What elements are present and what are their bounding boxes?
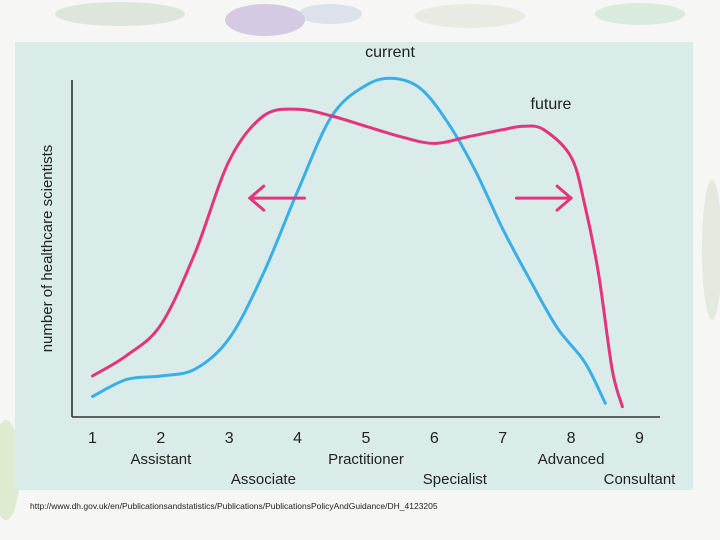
x-category-label: Advanced bbox=[538, 451, 605, 468]
x-category-label: Consultant bbox=[604, 471, 677, 488]
chart-axes bbox=[71, 80, 660, 418]
series-line-future bbox=[91, 107, 624, 409]
chart-curves bbox=[91, 76, 624, 409]
x-tick-label: 7 bbox=[498, 430, 507, 447]
x-tick-label: 8 bbox=[567, 430, 576, 447]
arrow-left-head bbox=[248, 184, 266, 212]
series-label-future: future bbox=[531, 96, 572, 113]
x-tick-label: 1 bbox=[88, 430, 97, 447]
x-tick-label: 9 bbox=[635, 430, 644, 447]
chart-panel bbox=[15, 42, 693, 490]
arrow-right-head bbox=[555, 184, 573, 212]
x-category-label: Assistant bbox=[130, 451, 192, 468]
x-tick-label: 3 bbox=[225, 430, 234, 447]
x-tick-label: 5 bbox=[362, 430, 371, 447]
x-category-label: Practitioner bbox=[328, 451, 404, 468]
series-line-current bbox=[91, 76, 607, 405]
series-label-current: current bbox=[365, 44, 415, 61]
x-category-label: Specialist bbox=[423, 471, 488, 488]
y-axis-label: number of healthcare scientists bbox=[39, 145, 56, 353]
x-tick-label: 6 bbox=[430, 430, 439, 447]
x-category-label: Associate bbox=[231, 471, 296, 488]
x-tick-label: 2 bbox=[156, 430, 165, 447]
chart-annotations bbox=[248, 184, 573, 212]
x-tick-label: 4 bbox=[293, 430, 302, 447]
source-url: http://www.dh.gov.uk/en/Publicationsands… bbox=[30, 501, 438, 511]
chart-labels: number of healthcare scientists 1 2 3 4 5 6 7 8 9… bbox=[39, 44, 676, 488]
